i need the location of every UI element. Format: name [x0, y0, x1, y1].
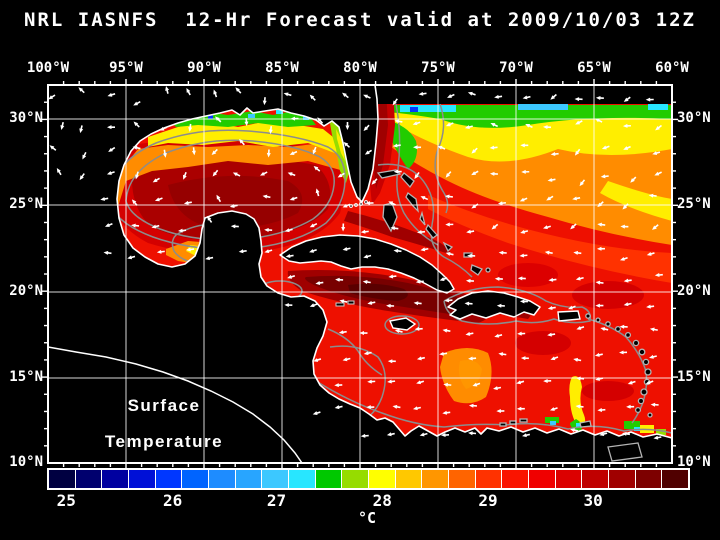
- pacific-coastline: [48, 346, 303, 463]
- lon-tick-label: 100°W: [26, 60, 70, 76]
- colorbar-segment: [75, 470, 102, 488]
- colorbar-segment: [369, 470, 395, 488]
- sst-map: Surface Temperature: [42, 79, 678, 469]
- lat-tick-label-left: 20°N: [9, 283, 43, 299]
- colorbar-segment: [529, 470, 555, 488]
- colorbar-segment: [262, 470, 289, 488]
- colorbar-tick-label: 30: [583, 491, 603, 510]
- temperature-colorbar: [47, 468, 690, 490]
- colorbar-tick-label: 25: [56, 491, 76, 510]
- colorbar-segment: [49, 470, 75, 488]
- colorbar-segment: [582, 470, 609, 488]
- colorbar-segment: [315, 470, 342, 488]
- colorbar-segment: [502, 470, 529, 488]
- colorbar-segment: [662, 470, 689, 488]
- lat-tick-label-left: 30°N: [9, 110, 43, 126]
- lat-tick-label-right: 20°N: [677, 283, 711, 299]
- colorbar-segment: [422, 470, 449, 488]
- colorbar-segment: [609, 470, 635, 488]
- colorbar-segment: [342, 470, 369, 488]
- island-jamaica: [389, 317, 417, 331]
- colorbar-segment: [102, 470, 129, 488]
- colorbar-segment: [155, 470, 182, 488]
- current-vectors: [48, 85, 663, 440]
- lon-tick-label: 80°W: [343, 60, 377, 76]
- cayman-islands: [335, 300, 355, 307]
- colorbar-segment: [395, 470, 422, 488]
- colorbar-segment: [129, 470, 155, 488]
- island-trinidad: [607, 442, 643, 462]
- lat-lon-gridlines: [48, 85, 672, 463]
- lat-tick-label-right: 25°N: [677, 196, 711, 212]
- colorbar-segment: [449, 470, 475, 488]
- lon-tick-label: 70°W: [499, 60, 533, 76]
- lesser-antilles: [499, 313, 653, 462]
- island-hispaniola: [447, 290, 541, 320]
- lon-tick-label: 65°W: [577, 60, 611, 76]
- colorbar-segment: [182, 470, 209, 488]
- lat-tick-label-right: 30°N: [677, 110, 711, 126]
- lon-tick-label: 95°W: [109, 60, 143, 76]
- colorbar-segment: [235, 470, 262, 488]
- colorbar-tick-label: 26: [162, 491, 183, 510]
- lat-tick-label-right: 10°N: [677, 454, 711, 470]
- colorbar-segment: [555, 470, 582, 488]
- colorbar-tick-label: 27: [266, 491, 287, 510]
- colorbar-tick-label: 28: [372, 491, 392, 510]
- colorbar-units-label: °C: [357, 509, 377, 527]
- colorbar-segment: [209, 470, 235, 488]
- annotation-surface: Surface: [128, 396, 201, 415]
- plot-title: NRL IASNFS 12-Hr Forecast valid at 2009/…: [24, 9, 696, 31]
- colorbar-tick-label: 29: [478, 491, 498, 510]
- colorbar-segment: [475, 470, 502, 488]
- annotation-temperature: Temperature: [105, 432, 223, 451]
- colorbar-segment: [635, 470, 662, 488]
- map-frame: [47, 84, 673, 464]
- out-of-domain-atlantic: [375, 85, 672, 104]
- colorbar-segment: [289, 470, 315, 488]
- lat-tick-label-left: 25°N: [9, 196, 43, 212]
- lat-tick-label-right: 15°N: [677, 369, 711, 385]
- lon-tick-label: 90°W: [187, 60, 221, 76]
- lon-tick-label: 85°W: [265, 60, 299, 76]
- island-puerto-rico: [557, 310, 581, 322]
- lon-tick-label: 75°W: [421, 60, 455, 76]
- lon-tick-label: 60°W: [655, 60, 689, 76]
- lat-tick-label-left: 10°N: [9, 454, 43, 470]
- lat-tick-label-left: 15°N: [9, 369, 43, 385]
